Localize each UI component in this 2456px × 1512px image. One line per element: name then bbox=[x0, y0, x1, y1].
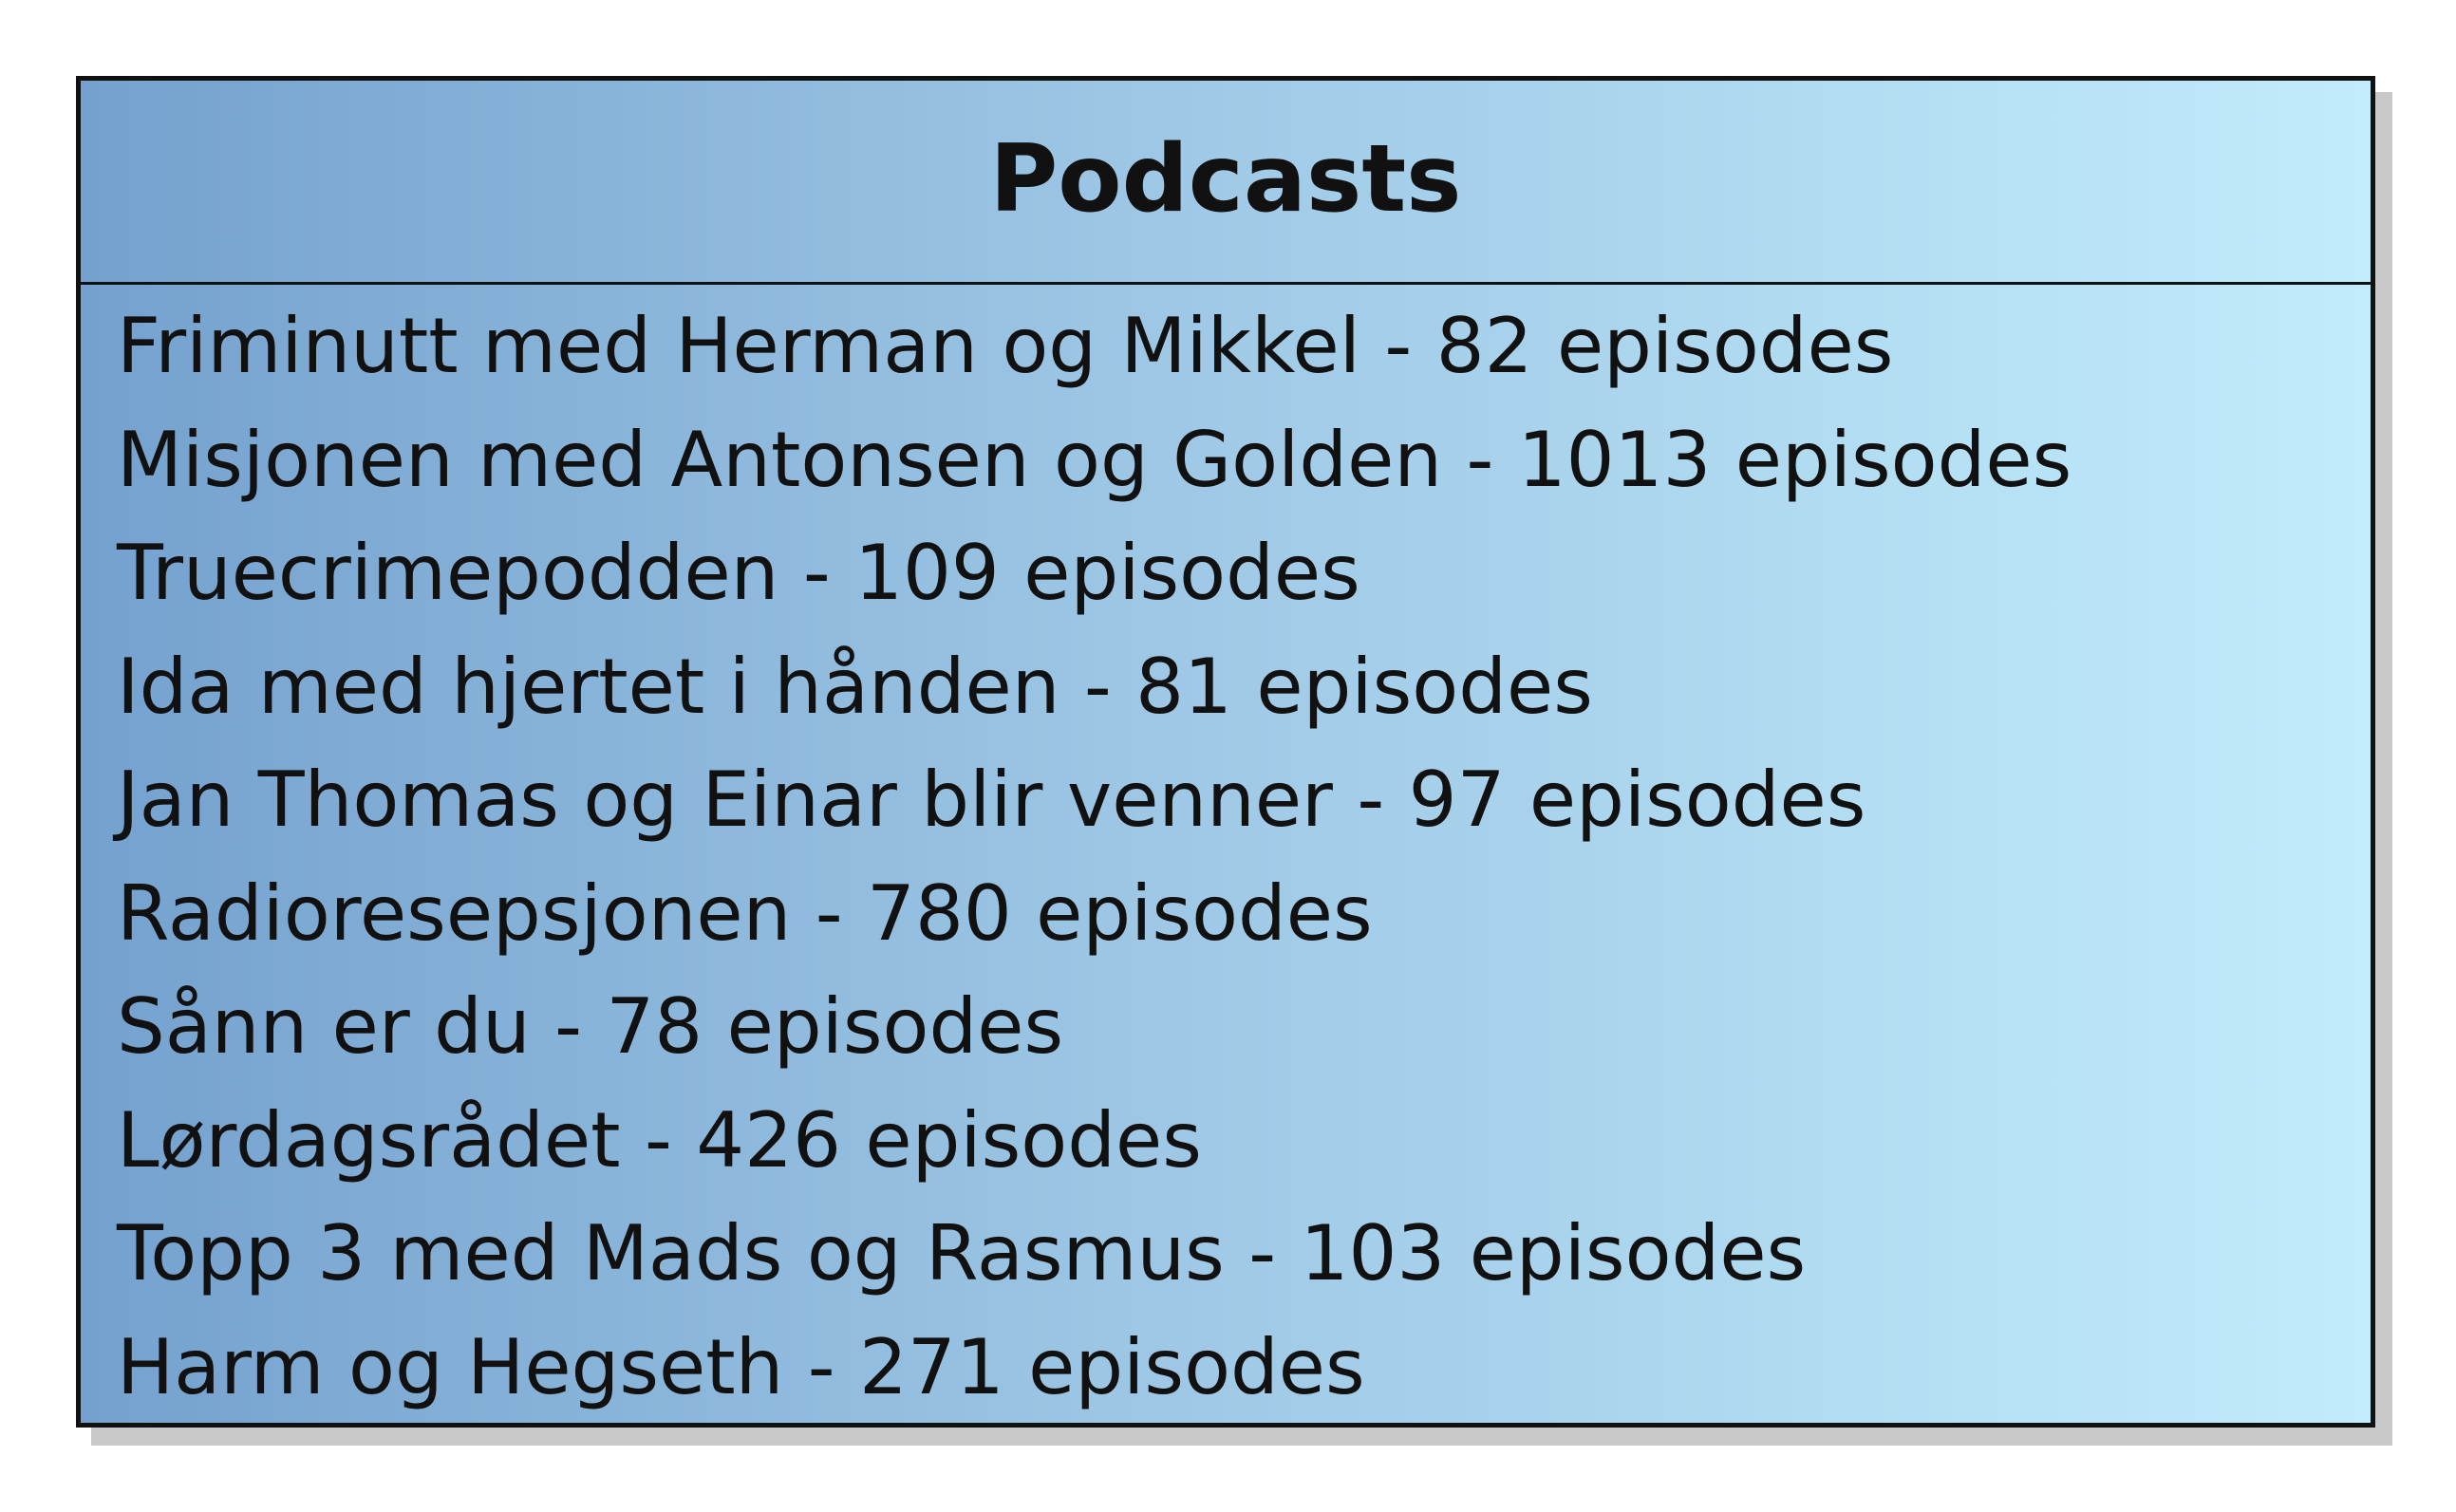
list-item: Truecrimepodden - 109 episodes bbox=[117, 529, 1360, 617]
list-item: Topp 3 med Mads og Rasmus - 103 episodes bbox=[117, 1209, 1807, 1297]
class-box-header: Podcasts bbox=[81, 81, 2371, 285]
list-item: Friminutt med Herman og Mikkel - 82 epis… bbox=[117, 302, 1894, 390]
podcast-list: Friminutt med Herman og Mikkel - 82 epis… bbox=[117, 289, 2371, 1424]
list-item: Misjonen med Antonsen og Golden - 1013 e… bbox=[117, 415, 2072, 504]
class-box-podcasts: Podcasts Friminutt med Herman og Mikkel … bbox=[76, 76, 2375, 1428]
list-item: Harm og Hegseth - 271 episodes bbox=[117, 1322, 1365, 1411]
list-item: Radioresepsjonen - 780 episodes bbox=[117, 868, 1373, 958]
class-box-title: Podcasts bbox=[989, 125, 1462, 233]
list-item: Jan Thomas og Einar blir venner - 97 epi… bbox=[117, 756, 1866, 844]
list-item: Ida med hjertet i hånden - 81 episodes bbox=[117, 642, 1593, 731]
list-item: Sånn er du - 78 episodes bbox=[117, 982, 1064, 1071]
list-item: Lørdagsrådet - 426 episodes bbox=[117, 1095, 1202, 1185]
